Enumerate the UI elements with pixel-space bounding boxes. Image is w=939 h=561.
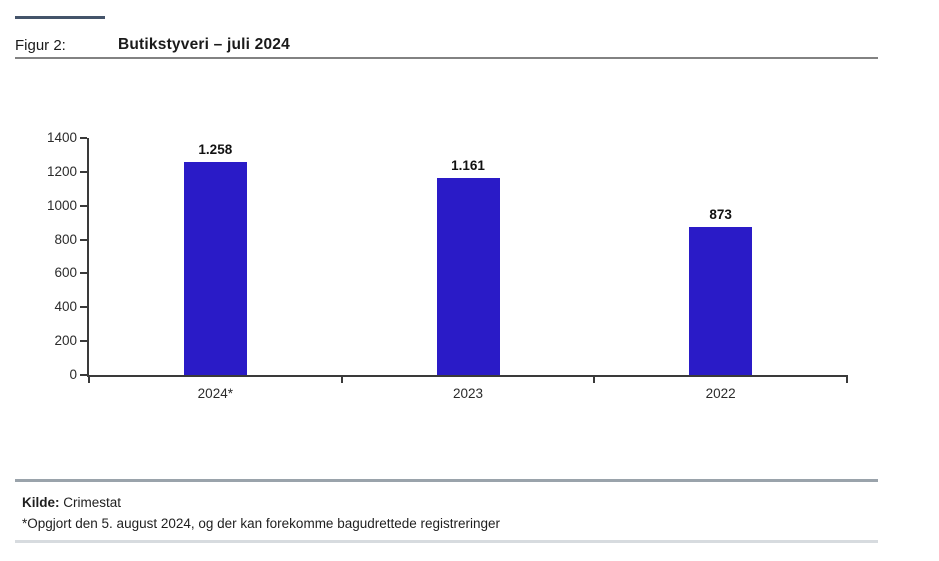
y-axis-tick bbox=[80, 238, 87, 241]
accent-rule bbox=[15, 16, 105, 19]
bottom-divider bbox=[15, 540, 878, 543]
x-axis-category-label: 2023 bbox=[452, 386, 484, 401]
x-axis-category-label: 2022 bbox=[705, 386, 736, 401]
y-axis-label: 1200 bbox=[46, 163, 77, 179]
y-axis-tick bbox=[80, 374, 87, 376]
y-axis-tick bbox=[80, 204, 87, 207]
y-axis-label: 400 bbox=[54, 299, 77, 315]
y-axis-label: 800 bbox=[54, 231, 77, 247]
source-line: Kilde: Crimestat bbox=[22, 495, 121, 510]
y-axis-tick bbox=[80, 272, 87, 275]
y-axis-label: 600 bbox=[54, 265, 77, 281]
figure-number-label: Figur 2: bbox=[15, 37, 66, 54]
y-axis-label: 1400 bbox=[46, 130, 77, 145]
footer-divider bbox=[15, 479, 878, 482]
x-axis-tick bbox=[846, 375, 848, 383]
bar-2024 bbox=[183, 162, 247, 375]
plot-area: 0 200 400 600 800 1000 1200 1400 1.258 2024* 1.161… bbox=[47, 130, 848, 401]
y-axis-tick bbox=[80, 137, 87, 139]
figure-title: Butikstyveri – juli 2024 bbox=[118, 36, 290, 53]
bar-value-label: 1.161 bbox=[451, 158, 485, 174]
x-axis-category-label: 2024* bbox=[197, 386, 233, 401]
y-axis-tick bbox=[80, 340, 87, 343]
y-axis-label: 200 bbox=[54, 333, 77, 349]
title-divider bbox=[15, 57, 878, 59]
y-axis-tick bbox=[80, 170, 87, 173]
y-axis-label: 1000 bbox=[46, 197, 77, 213]
bar-2022 bbox=[689, 227, 753, 375]
bar-value-label: 1.258 bbox=[198, 142, 233, 158]
source-label: Kilde: bbox=[22, 495, 60, 510]
x-axis-tick bbox=[340, 375, 343, 383]
source-value: Crimestat bbox=[63, 495, 122, 510]
bar-2023 bbox=[436, 178, 500, 375]
x-axis-tick bbox=[593, 375, 596, 383]
y-axis-label: 0 bbox=[69, 367, 77, 382]
x-axis-tick bbox=[88, 375, 90, 383]
bar-value-label: 873 bbox=[709, 207, 732, 223]
y-axis-tick bbox=[80, 306, 87, 309]
footnote: *Opgjort den 5. august 2024, og der kan … bbox=[22, 516, 501, 531]
